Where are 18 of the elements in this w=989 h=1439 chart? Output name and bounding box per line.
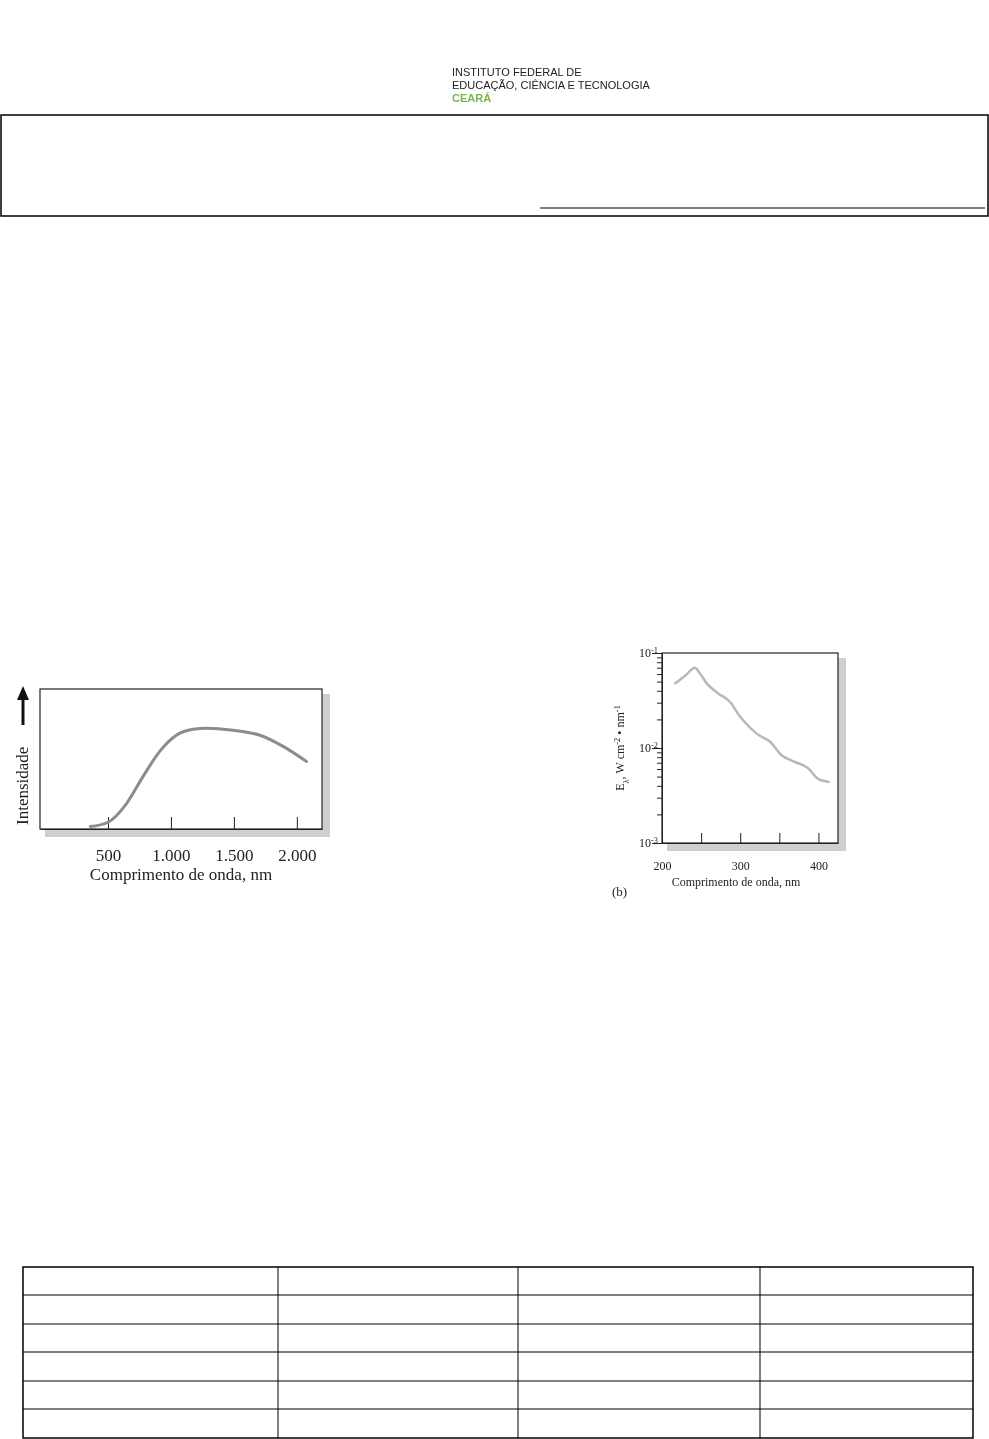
- text: EDUCAÇÃO, CIÊNCIA E TECNOLOGIA: [452, 79, 651, 91]
- y-axis-title: Intensidade: [13, 746, 32, 825]
- line-series: [674, 666, 830, 784]
- y-tick-label: 10$^{-3}$: [639, 835, 658, 851]
- x-tick-label: 500: [95, 846, 122, 866]
- x-tick-label: 2.000: [278, 846, 317, 866]
- text: INSTITUTO FEDERAL DE: [452, 66, 582, 78]
- x-tick-label: 400: [809, 858, 828, 873]
- y-tick-label: 10$^{-1}$: [639, 645, 658, 661]
- x-axis-title: Comprimento de onda, nm: [671, 875, 801, 889]
- x-tick-label: 300: [731, 858, 750, 873]
- text: (b): [612, 884, 628, 899]
- x-tick-label: 200: [653, 858, 672, 873]
- text: CEARÁ: [452, 92, 492, 104]
- x-axis-title: Comprimento de onda, nm: [89, 865, 273, 884]
- x-tick-label: 1.000: [152, 846, 191, 866]
- x-tick-label: 1.500: [215, 846, 254, 866]
- y-tick-label: 10$^{-2}$: [639, 740, 658, 756]
